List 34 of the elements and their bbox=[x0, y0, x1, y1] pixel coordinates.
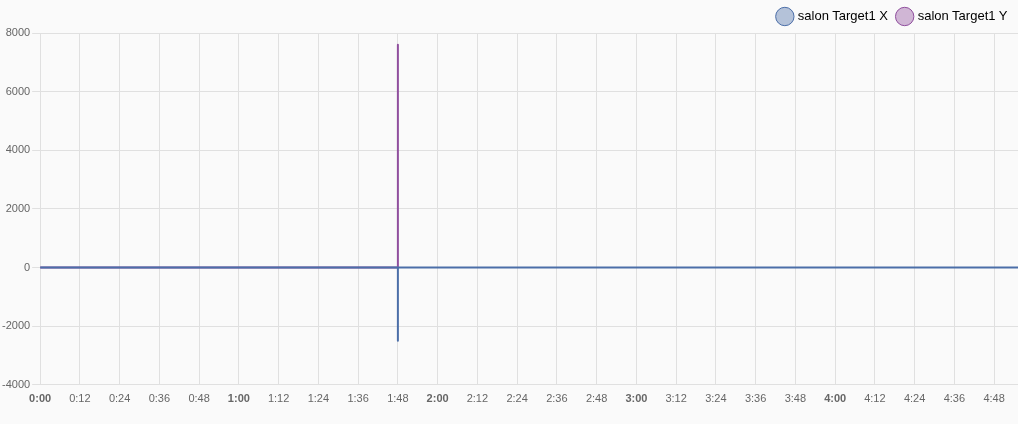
x-tick-label: 2:36 bbox=[546, 392, 568, 405]
legend-label: salon Target1 Y bbox=[917, 8, 1008, 24]
x-tick-label: 4:24 bbox=[903, 392, 926, 405]
y-tick-label: -2000 bbox=[1, 319, 31, 332]
x-tick-label: 4:48 bbox=[983, 392, 1005, 405]
x-tick-label: 1:36 bbox=[347, 392, 369, 405]
x-tick-label: 2:12 bbox=[466, 392, 489, 405]
y-tick-label: 4000 bbox=[5, 143, 31, 156]
x-tick-label: 4:36 bbox=[943, 392, 966, 405]
x-tick-label: 3:00 bbox=[625, 392, 648, 405]
x-tick-label: 3:24 bbox=[705, 392, 727, 405]
x-tick-label: 2:24 bbox=[506, 392, 528, 405]
x-tick-label: 0:00 bbox=[29, 392, 52, 405]
x-tick-label: 3:36 bbox=[744, 392, 767, 405]
y-tick-label: 2000 bbox=[5, 201, 31, 214]
x-tick-label: 0:48 bbox=[188, 392, 210, 405]
x-tick-label: 1:12 bbox=[267, 392, 290, 405]
y-tick-label: 6000 bbox=[5, 84, 31, 97]
x-tick-label: 4:00 bbox=[824, 392, 847, 405]
x-tick-label: 1:24 bbox=[307, 392, 330, 405]
x-tick-label: 4:12 bbox=[864, 392, 886, 405]
x-tick-label: 2:00 bbox=[426, 392, 449, 405]
x-tick-label: 1:48 bbox=[387, 392, 409, 405]
x-tick-label: 1:00 bbox=[227, 392, 250, 405]
x-tick-label: 0:12 bbox=[69, 392, 91, 405]
x-tick-label: 3:48 bbox=[784, 392, 807, 405]
x-tick-label: 0:36 bbox=[148, 392, 171, 405]
y-tick-label: 0 bbox=[24, 260, 31, 273]
x-tick-label: 3:12 bbox=[665, 392, 687, 405]
x-tick-label: 0:24 bbox=[108, 392, 131, 405]
y-tick-label: 8000 bbox=[5, 26, 31, 39]
y-tick-label: -4000 bbox=[1, 377, 31, 390]
x-tick-label: 2:48 bbox=[585, 392, 608, 405]
legend-label: salon Target1 X bbox=[797, 8, 889, 24]
